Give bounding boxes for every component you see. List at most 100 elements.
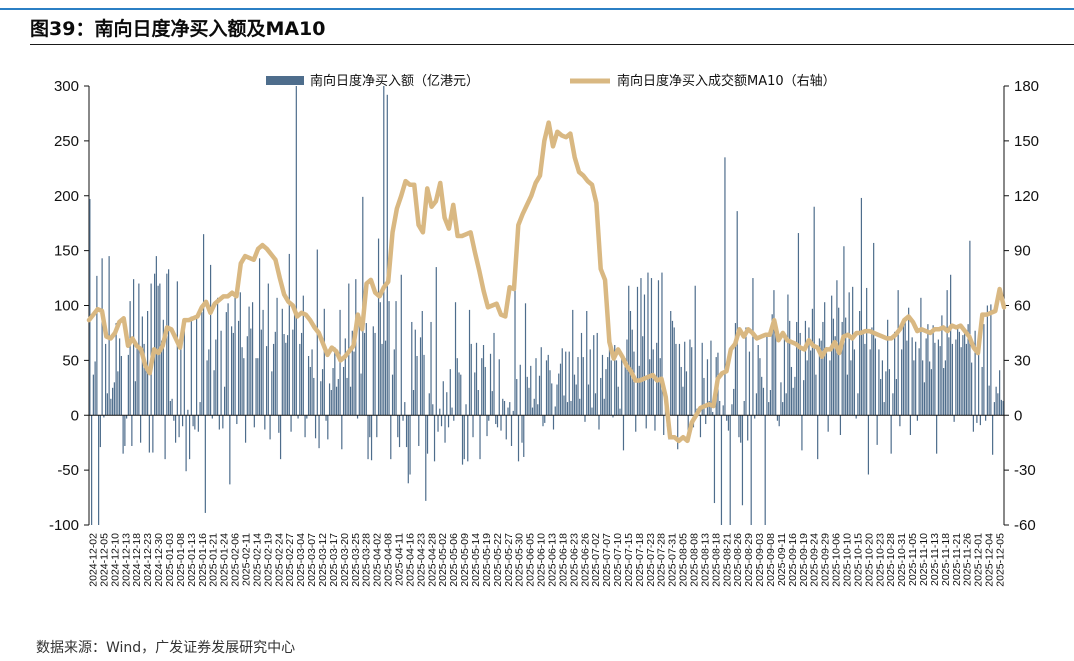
bar: [1002, 400, 1004, 416]
x-tick-label: 2025-01-21: [208, 533, 220, 587]
bar: [540, 347, 542, 416]
bar: [839, 415, 842, 435]
bar: [421, 310, 423, 416]
bar: [1000, 399, 1002, 416]
right-tick-label: 30: [1014, 352, 1031, 369]
bar: [311, 349, 313, 416]
bar: [904, 320, 906, 416]
bar: [276, 297, 278, 416]
bar: [803, 380, 805, 416]
bar: [537, 404, 539, 416]
bar: [731, 404, 733, 416]
x-tick-label: 2025-02-24: [273, 533, 285, 587]
bar: [878, 349, 880, 416]
left-tick-label: 0: [71, 407, 79, 424]
legend-line-label: 南向日度净买入成交额MA10（右轴）: [617, 73, 836, 89]
bar: [230, 326, 233, 416]
bar: [799, 332, 801, 416]
bar: [642, 336, 644, 416]
bar: [612, 415, 614, 418]
bar: [638, 365, 640, 416]
bar: [481, 358, 483, 416]
bar: [733, 388, 735, 416]
bar: [456, 358, 458, 416]
bar: [320, 381, 322, 416]
bar: [360, 373, 362, 416]
bar: [99, 415, 101, 448]
bar: [531, 407, 534, 416]
bar: [232, 332, 234, 416]
bar: [264, 415, 266, 430]
bar: [852, 286, 854, 416]
bar: [871, 327, 873, 416]
bar: [208, 349, 210, 416]
bar: [122, 415, 124, 454]
bar: [103, 415, 105, 418]
bar: [995, 386, 997, 416]
bar: [719, 400, 721, 416]
bar: [453, 415, 455, 421]
bar: [738, 415, 740, 438]
legend: 南向日度净买入额（亿港元） 南向日度净买入成交额MA10（右轴）: [266, 73, 836, 89]
bar: [773, 290, 775, 416]
bar: [922, 360, 924, 416]
bar: [626, 339, 628, 416]
bar: [608, 336, 611, 416]
bar: [965, 343, 967, 416]
bar: [796, 321, 798, 416]
bar: [400, 274, 402, 416]
bar: [367, 415, 369, 460]
bar: [199, 402, 201, 416]
bar: [124, 415, 126, 446]
bar: [559, 363, 562, 416]
bar: [297, 415, 299, 419]
bar: [573, 374, 576, 416]
bar: [482, 345, 485, 416]
bar: [505, 415, 507, 440]
bar: [820, 340, 822, 416]
x-tick-label: 2025-10-15: [852, 533, 864, 587]
x-tick-label: 2025-11-21: [951, 533, 963, 586]
x-tick-label: 2025-06-05: [525, 533, 537, 587]
bar: [603, 398, 605, 416]
bar: [920, 297, 922, 416]
bar: [972, 415, 974, 432]
bar: [957, 325, 959, 416]
x-tick-label: 2025-10-28: [885, 533, 897, 587]
bar: [516, 379, 518, 416]
x-tick-label: 2025-10-20: [863, 533, 875, 587]
bar: [734, 323, 737, 416]
x-tick-label: 2025-05-02: [437, 533, 449, 587]
x-tick-label: 2025-07-31: [667, 533, 679, 587]
bar: [584, 415, 586, 422]
bar: [663, 415, 665, 435]
bar: [117, 371, 119, 416]
bar: [274, 331, 276, 416]
x-tick-label: 2025-10-23: [874, 533, 886, 587]
bar: [147, 310, 149, 416]
bar: [418, 415, 420, 446]
x-tick-label: 2025-02-06: [230, 533, 242, 587]
bar: [547, 354, 549, 416]
bar: [818, 338, 821, 416]
bar: [390, 415, 392, 460]
bar: [902, 321, 904, 416]
x-tick-label: 2025-09-08: [765, 533, 777, 587]
bar: [563, 395, 565, 416]
bar: [143, 343, 145, 416]
x-tick-label: 2025-07-10: [612, 533, 624, 587]
bar: [736, 211, 738, 416]
bar: [691, 347, 693, 416]
chart-title: 图39：南向日度净买入额及MA10: [30, 18, 326, 40]
bar: [440, 415, 443, 427]
bar: [654, 415, 656, 431]
x-tick-label: 2024-12-02: [88, 533, 100, 587]
bar: [682, 386, 684, 416]
bar: [468, 309, 471, 416]
bar: [519, 364, 521, 416]
x-tick-label: 2025-01-08: [175, 533, 187, 587]
bar: [936, 415, 938, 454]
bar: [713, 415, 716, 504]
ma10-polyline: [86, 120, 1007, 444]
bar: [780, 382, 782, 416]
